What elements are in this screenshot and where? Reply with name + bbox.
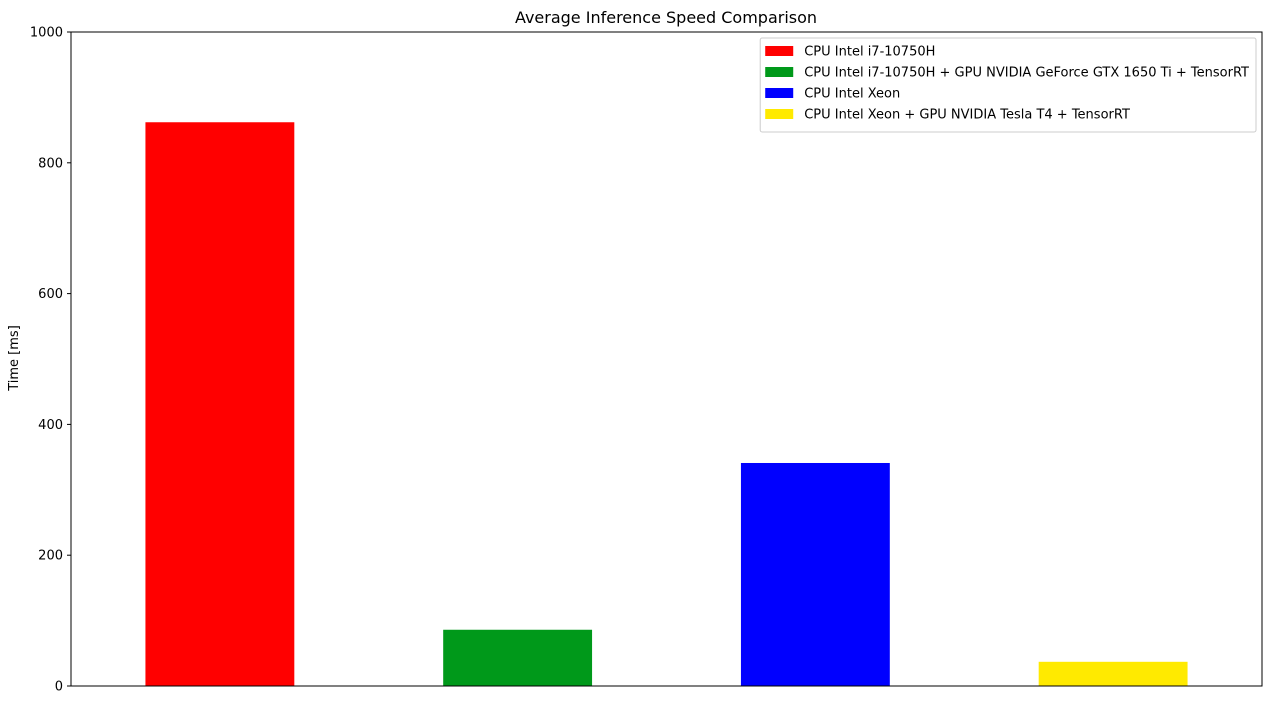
y-axis-ticks: 0 200 400 600 800 1000 xyxy=(30,26,71,695)
bar-2 xyxy=(443,629,593,686)
legend-swatch xyxy=(765,46,794,56)
bar-1 xyxy=(145,122,295,686)
legend: CPU Intel i7-10750H CPU Intel i7-10750H +… xyxy=(759,37,1257,133)
legend-swatch xyxy=(765,67,794,77)
chart-title: Average Inference Speed Comparison xyxy=(515,8,817,27)
bars-layer xyxy=(145,122,1188,686)
y-tick-label: 200 xyxy=(38,549,63,564)
legend-swatch xyxy=(765,88,794,98)
legend-entry-label: CPU Intel Xeon + GPU NVIDIA Tesla T4 + T… xyxy=(804,108,1130,123)
legend-entry-label: CPU Intel i7-10750H xyxy=(804,45,935,60)
y-tick-label: 800 xyxy=(38,156,63,171)
bar-3 xyxy=(740,462,890,686)
legend-swatch xyxy=(765,109,794,119)
bar-4 xyxy=(1038,661,1188,686)
plot-area-frame xyxy=(70,31,1263,687)
y-tick-label: 400 xyxy=(38,418,63,433)
y-tick-label: 1000 xyxy=(30,26,63,41)
legend-entry-label: CPU Intel Xeon xyxy=(804,87,900,102)
y-tick-label: 0 xyxy=(55,680,63,695)
y-tick-label: 600 xyxy=(38,287,63,302)
legend-frame xyxy=(759,37,1257,133)
y-axis-label: Time [ms] xyxy=(7,325,22,392)
legend-entry-label: CPU Intel i7-10750H + GPU NVIDIA GeForce… xyxy=(804,66,1249,81)
